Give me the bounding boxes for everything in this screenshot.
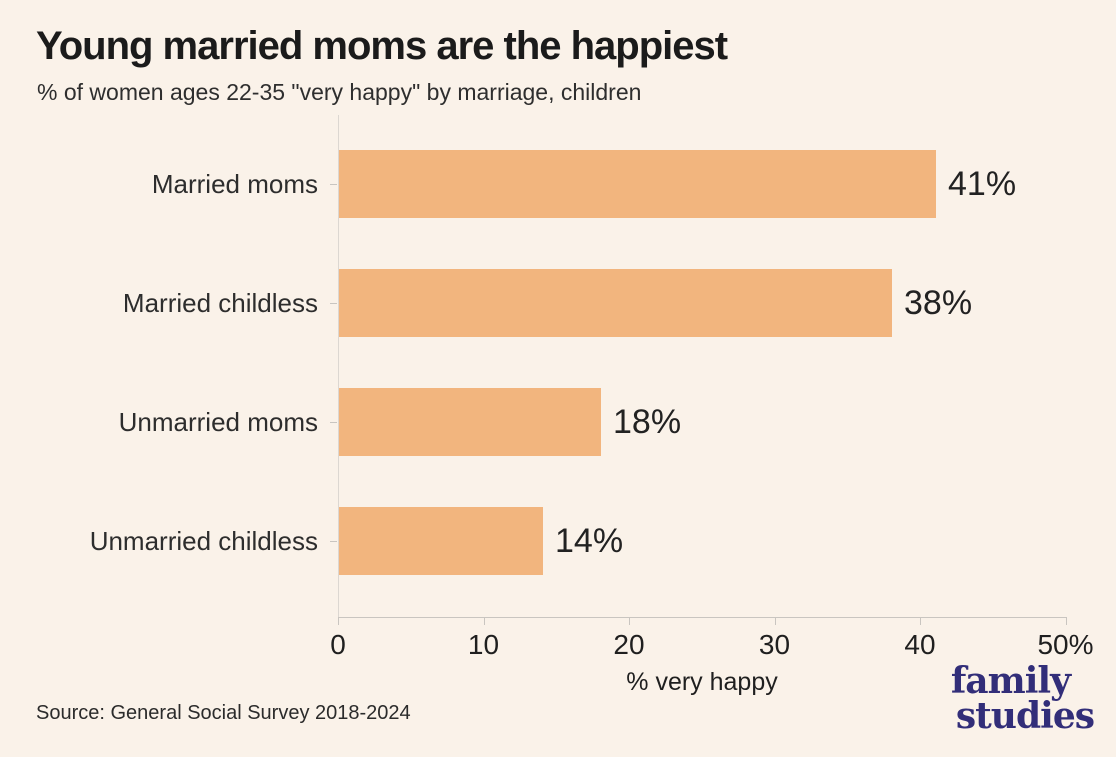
x-tick-label: 20 <box>613 629 645 660</box>
x-tick-mark <box>1065 618 1067 625</box>
bar <box>339 507 543 575</box>
chart-title: Young married moms are the happiest <box>36 24 728 68</box>
logo-line-1: family <box>950 660 1071 702</box>
y-tick-mark <box>330 303 337 304</box>
x-tick-mark <box>629 618 630 625</box>
value-label: 41% <box>948 164 1017 203</box>
x-tick-label: 30 <box>758 629 791 660</box>
x-tick-label: 50% <box>1037 629 1094 660</box>
source-note: Source: General Social Survey 2018-2024 <box>36 702 411 724</box>
value-label: 18% <box>613 402 682 441</box>
x-tick-mark <box>483 618 485 625</box>
y-tick-mark <box>330 422 337 423</box>
y-tick-mark <box>330 541 337 542</box>
bar <box>339 388 601 456</box>
bar <box>339 150 936 218</box>
value-label: 38% <box>904 283 973 322</box>
x-tick-mark <box>338 618 339 625</box>
x-tick-mark <box>774 618 776 625</box>
x-tick-label: 10 <box>467 629 500 660</box>
category-label: Married moms <box>151 168 318 199</box>
chart-subtitle: % of women ages 22-35 "very happy" by ma… <box>37 79 642 105</box>
x-tick-label: 40 <box>904 629 936 660</box>
x-tick-mark <box>920 618 921 625</box>
family-studies-logo: family studies <box>950 660 1095 737</box>
logo-line-2: studies <box>955 695 1095 737</box>
x-tick-label: 0 <box>330 629 346 660</box>
category-label: Unmarried childless <box>89 525 318 556</box>
bar <box>339 269 892 337</box>
value-label: 14% <box>555 521 624 560</box>
y-tick-mark <box>330 184 337 185</box>
category-label: Unmarried moms <box>118 406 318 437</box>
y-axis-line <box>338 115 339 618</box>
x-axis-title: % very happy <box>626 668 778 696</box>
category-label: Married childless <box>122 287 318 318</box>
x-axis-line <box>338 617 1067 618</box>
